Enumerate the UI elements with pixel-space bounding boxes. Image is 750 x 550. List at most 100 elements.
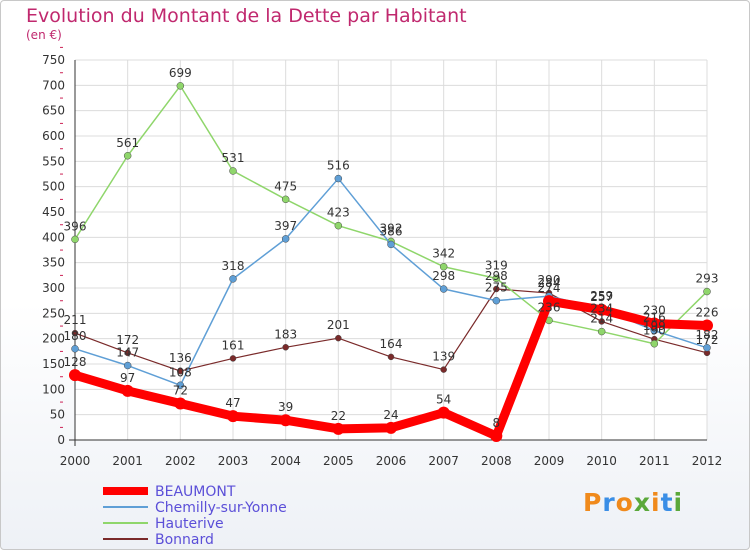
- legend-label: Hauterive: [155, 516, 224, 532]
- data-label: 39: [278, 400, 293, 414]
- data-label: 274: [538, 281, 561, 295]
- data-point: [229, 355, 237, 362]
- data-label: 275: [485, 281, 508, 295]
- data-label: 190: [643, 324, 666, 338]
- data-label: 172: [116, 333, 139, 347]
- logo-letter: P: [583, 488, 603, 517]
- data-point: [229, 167, 237, 175]
- data-point: [281, 195, 290, 204]
- x-tick-label: 2000: [60, 454, 91, 468]
- data-label: 54: [436, 393, 451, 407]
- data-point: [598, 318, 605, 325]
- x-tick-label: 2010: [586, 454, 617, 468]
- data-point: [648, 317, 661, 330]
- y-tick-label: 100: [42, 382, 65, 396]
- data-label: 47: [225, 396, 240, 410]
- logo-letter: t: [660, 488, 674, 517]
- data-label: 531: [222, 151, 245, 165]
- data-point: [490, 429, 503, 442]
- x-tick-label: 2008: [481, 454, 512, 468]
- data-point: [492, 296, 501, 305]
- data-label: 290: [538, 273, 561, 287]
- data-point: [387, 353, 395, 361]
- data-point: [437, 406, 450, 419]
- y-tick-label: 450: [42, 205, 65, 219]
- legend: BEAUMONTChemilly-sur-YonneHauteriveBonna…: [103, 484, 287, 548]
- data-label: 293: [696, 272, 719, 286]
- data-label: 201: [327, 318, 350, 332]
- data-point: [229, 275, 237, 283]
- y-tick-label: 350: [42, 256, 65, 270]
- data-label: 257: [590, 290, 613, 304]
- x-tick-label: 2003: [218, 454, 249, 468]
- data-label: 342: [432, 247, 455, 261]
- data-point: [703, 287, 711, 296]
- data-point: [334, 221, 343, 230]
- data-point: [69, 369, 81, 382]
- data-label: 386: [380, 224, 403, 238]
- data-point: [124, 349, 131, 357]
- data-label: 161: [222, 338, 245, 352]
- data-label: 147: [116, 346, 139, 360]
- data-label: 183: [274, 327, 297, 341]
- data-point: [439, 262, 448, 271]
- logo-letter: r: [602, 488, 616, 517]
- logo-letter: x: [633, 488, 651, 517]
- data-label: 22: [331, 409, 346, 423]
- data-point: [650, 339, 659, 348]
- data-point: [595, 303, 608, 316]
- y-tick-label: 700: [42, 78, 65, 92]
- data-point: [334, 174, 343, 183]
- data-label: 298: [485, 269, 508, 283]
- data-point: [439, 285, 448, 293]
- proxiti-logo: Proxiti: [583, 488, 683, 517]
- data-label: 182: [696, 328, 719, 342]
- data-label: 319: [485, 258, 508, 272]
- x-tick-label: 2009: [534, 454, 565, 468]
- data-point: [281, 235, 290, 243]
- data-label: 136: [169, 351, 192, 365]
- data-point: [493, 285, 500, 293]
- data-label: 318: [222, 259, 245, 273]
- data-point: [387, 240, 395, 249]
- data-point: [279, 414, 292, 427]
- x-tick-label: 2004: [270, 454, 301, 468]
- data-point: [227, 410, 239, 423]
- y-tick-label: 550: [42, 154, 65, 168]
- data-label: 8: [493, 416, 501, 430]
- data-point: [71, 329, 79, 337]
- y-tick-label: 150: [42, 357, 65, 371]
- y-tick-label: 200: [42, 332, 65, 346]
- data-label: 396: [64, 219, 87, 233]
- data-label: 397: [274, 219, 297, 233]
- data-label: 284: [538, 276, 561, 290]
- data-label: 199: [643, 319, 666, 333]
- x-tick-label: 2007: [428, 454, 459, 468]
- data-label: 392: [380, 221, 403, 235]
- x-tick-label: 2006: [376, 454, 407, 468]
- data-point: [176, 82, 185, 90]
- data-label: 234: [590, 301, 613, 315]
- data-label: 97: [120, 371, 135, 385]
- data-label: 699: [169, 66, 192, 80]
- legend-label: Bonnard: [155, 532, 214, 548]
- data-label: 475: [274, 179, 297, 193]
- data-label: 226: [696, 305, 719, 319]
- data-point: [492, 274, 501, 283]
- data-label: 172: [696, 333, 719, 347]
- data-label: 128: [64, 355, 87, 369]
- x-tick-label: 2001: [112, 454, 143, 468]
- data-point: [71, 345, 79, 353]
- data-point: [703, 344, 711, 352]
- x-tick-label: 2012: [692, 454, 723, 468]
- x-tick-label: 2005: [323, 454, 354, 468]
- data-label: 298: [432, 269, 455, 283]
- data-label: 230: [643, 303, 666, 317]
- data-point: [332, 422, 345, 435]
- chart-title: Evolution du Montant de la Dette par Hab…: [26, 5, 467, 27]
- y-tick-label: 50: [50, 408, 65, 422]
- y-tick-label: 650: [42, 104, 65, 118]
- data-point: [176, 381, 185, 390]
- data-label: 259: [590, 289, 613, 303]
